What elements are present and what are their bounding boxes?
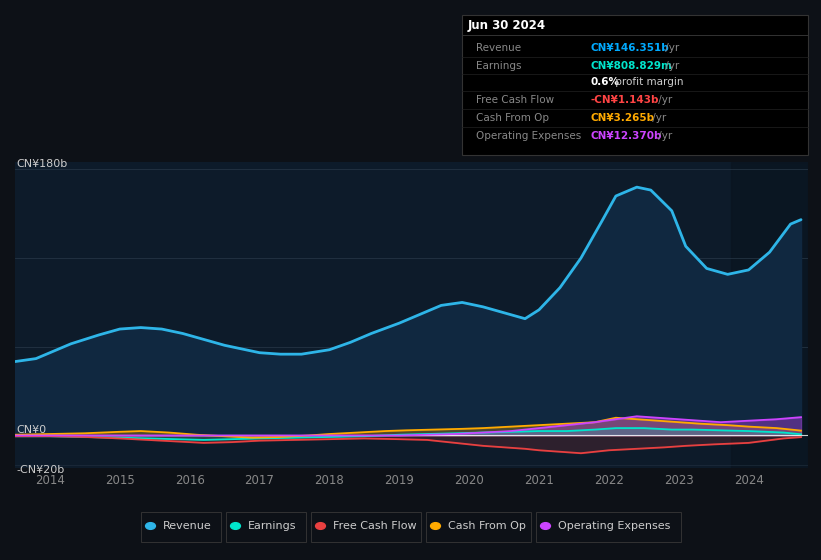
Text: Earnings: Earnings: [476, 61, 521, 71]
Text: CN¥3.265b: CN¥3.265b: [590, 113, 654, 123]
Text: /yr: /yr: [662, 61, 679, 71]
Text: /yr: /yr: [655, 131, 672, 141]
Text: -CN¥20b: -CN¥20b: [16, 465, 65, 475]
Text: CN¥808.829m: CN¥808.829m: [590, 61, 672, 71]
Text: Free Cash Flow: Free Cash Flow: [476, 95, 554, 105]
Text: Operating Expenses: Operating Expenses: [476, 131, 581, 141]
Text: Cash From Op: Cash From Op: [476, 113, 549, 123]
Text: 0.6%: 0.6%: [590, 77, 619, 87]
Text: Cash From Op: Cash From Op: [447, 521, 525, 531]
Text: CN¥180b: CN¥180b: [16, 160, 68, 169]
Text: /yr: /yr: [662, 43, 679, 53]
Text: /yr: /yr: [649, 113, 666, 123]
Text: -CN¥1.143b: -CN¥1.143b: [590, 95, 658, 105]
Text: Revenue: Revenue: [163, 521, 211, 531]
Text: /yr: /yr: [655, 95, 672, 105]
Bar: [732, 162, 808, 468]
Text: CN¥0: CN¥0: [16, 426, 47, 436]
Text: Free Cash Flow: Free Cash Flow: [333, 521, 416, 531]
Text: CN¥146.351b: CN¥146.351b: [590, 43, 669, 53]
Text: Revenue: Revenue: [476, 43, 521, 53]
Text: Earnings: Earnings: [247, 521, 296, 531]
Text: profit margin: profit margin: [612, 77, 684, 87]
Text: Operating Expenses: Operating Expenses: [557, 521, 670, 531]
Text: Jun 30 2024: Jun 30 2024: [468, 20, 546, 32]
Text: CN¥12.370b: CN¥12.370b: [590, 131, 662, 141]
